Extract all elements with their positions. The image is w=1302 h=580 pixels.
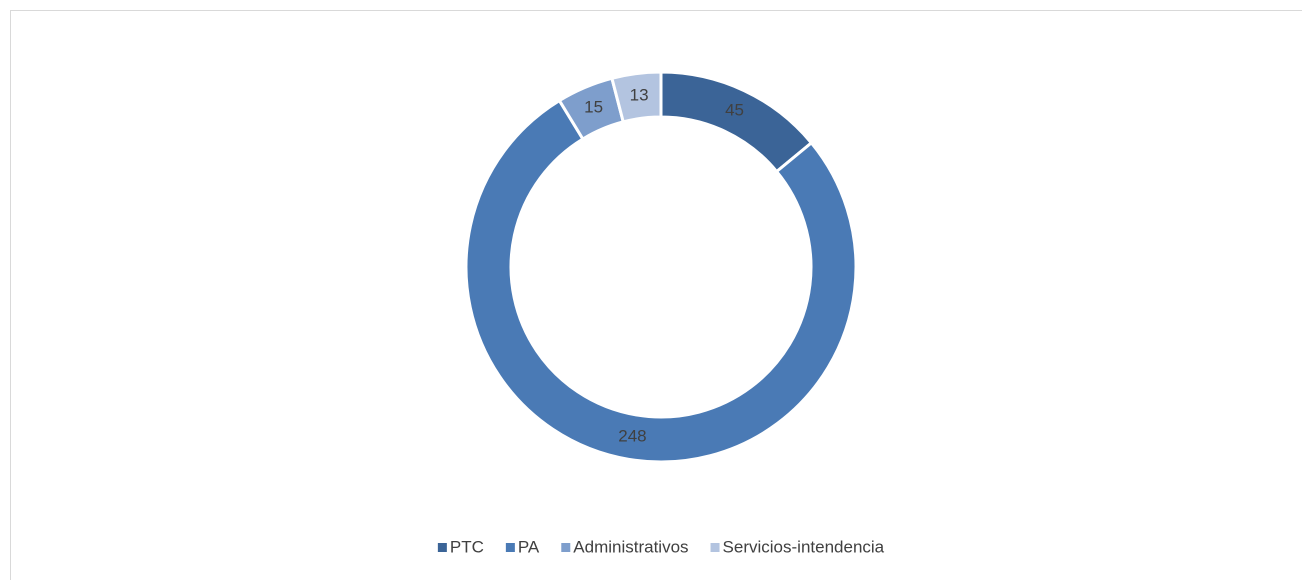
data-label: 248: [618, 427, 646, 446]
legend-marker: [505, 543, 515, 552]
legend-label: Servicios-intendencia: [723, 537, 885, 556]
legend-label: Administrativos: [573, 537, 688, 556]
donut-segment: [610, 70, 663, 124]
legend-label: PA: [518, 537, 540, 556]
data-label: 13: [630, 85, 649, 104]
legend-label: PTC: [450, 537, 484, 556]
data-label: 45: [725, 100, 744, 119]
legend-marker: [561, 543, 571, 552]
legend-marker: [437, 543, 447, 552]
data-label: 15: [584, 98, 603, 117]
legend-marker: [710, 543, 720, 552]
donut-segment: [464, 98, 858, 464]
